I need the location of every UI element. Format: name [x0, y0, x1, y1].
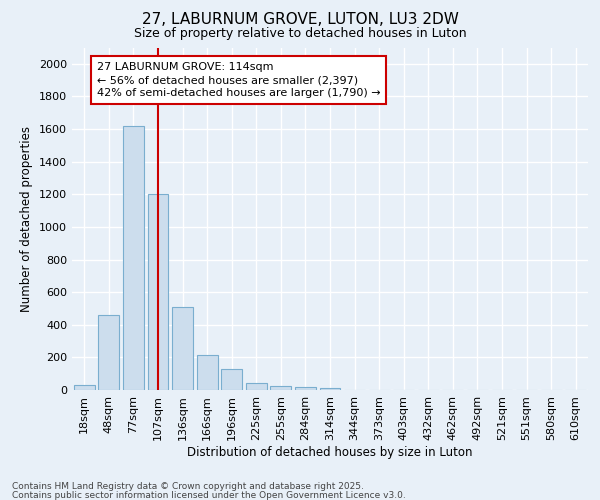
Bar: [123, 126, 144, 390]
Y-axis label: Number of detached properties: Number of detached properties: [20, 126, 34, 312]
Bar: [197, 355, 218, 390]
Bar: [172, 307, 193, 390]
Bar: [148, 194, 169, 390]
Bar: [98, 315, 119, 390]
Text: Size of property relative to detached houses in Luton: Size of property relative to detached ho…: [134, 28, 466, 40]
X-axis label: Distribution of detached houses by size in Luton: Distribution of detached houses by size …: [187, 446, 473, 458]
Bar: [74, 385, 95, 390]
Text: 27 LABURNUM GROVE: 114sqm
← 56% of detached houses are smaller (2,397)
42% of se: 27 LABURNUM GROVE: 114sqm ← 56% of detac…: [97, 62, 380, 98]
Bar: [221, 369, 242, 390]
Bar: [271, 386, 292, 390]
Text: Contains public sector information licensed under the Open Government Licence v3: Contains public sector information licen…: [12, 490, 406, 500]
Text: 27, LABURNUM GROVE, LUTON, LU3 2DW: 27, LABURNUM GROVE, LUTON, LU3 2DW: [142, 12, 458, 28]
Text: Contains HM Land Registry data © Crown copyright and database right 2025.: Contains HM Land Registry data © Crown c…: [12, 482, 364, 491]
Bar: [295, 386, 316, 390]
Bar: [246, 384, 267, 390]
Bar: [320, 388, 340, 390]
